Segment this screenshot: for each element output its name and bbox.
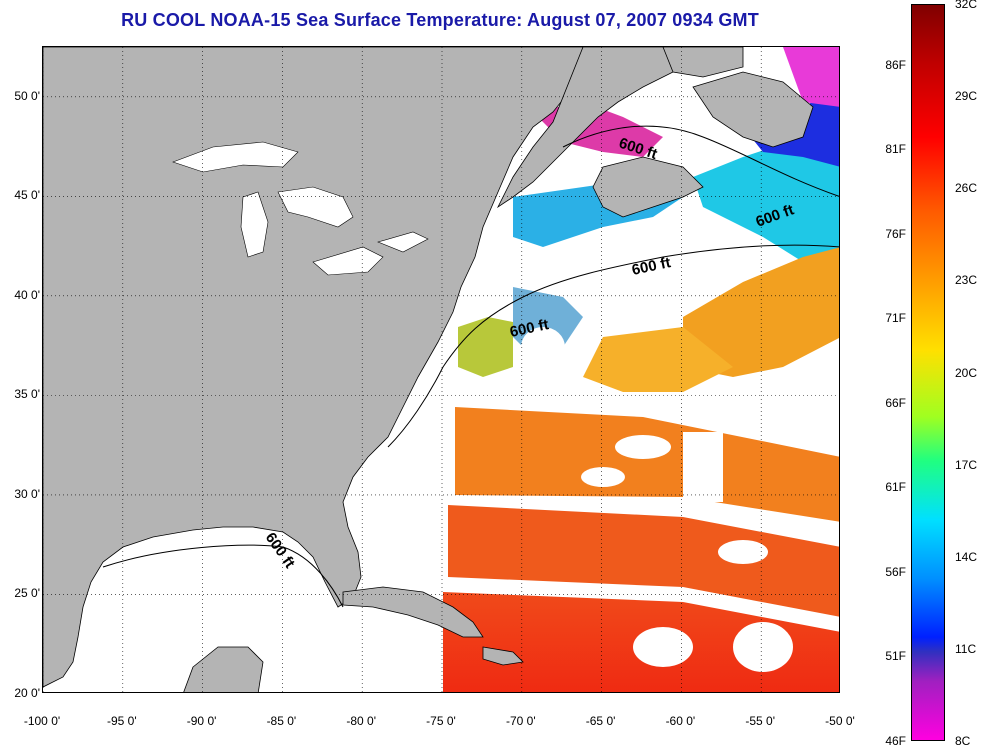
longitude-tick-label: -100 0' bbox=[23, 714, 61, 728]
latitude-tick-label: 35 0' bbox=[14, 387, 40, 402]
fahrenheit-tick-label: 56F bbox=[885, 564, 906, 579]
longitude-tick-label: -95 0' bbox=[106, 714, 137, 728]
celsius-tick-label: 29C bbox=[955, 89, 978, 104]
longitude-tick-label: -50 0' bbox=[825, 714, 855, 728]
longitude-tick-label: -55 0' bbox=[745, 714, 776, 728]
longitude-tick-label: -85 0' bbox=[266, 714, 297, 728]
celsius-tick-label: 26C bbox=[955, 181, 978, 196]
latitude-tick-label: 20 0' bbox=[14, 686, 40, 700]
celsius-tick-label: 17C bbox=[955, 457, 978, 472]
latitude-tick-label: 40 0' bbox=[14, 287, 40, 302]
depth-contour bbox=[102, 125, 839, 608]
longitude-tick-label: -90 0' bbox=[186, 714, 217, 728]
fahrenheit-tick-label: 71F bbox=[885, 311, 906, 326]
celsius-tick-label: 23C bbox=[955, 273, 978, 288]
celsius-tick-label: 8C bbox=[955, 734, 971, 748]
fahrenheit-tick-label: 86F bbox=[885, 57, 906, 72]
great-lakes bbox=[172, 141, 429, 276]
fahrenheit-tick-label: 66F bbox=[885, 395, 906, 410]
map-svg: 600 ft 600 ft 600 ft 600 ft 600 ft bbox=[43, 47, 839, 692]
longitude-tick-label: -60 0' bbox=[665, 714, 696, 728]
fahrenheit-tick-label: 81F bbox=[885, 142, 906, 157]
latitude-tick-label: 25 0' bbox=[14, 586, 40, 601]
temperature-colorbar bbox=[911, 4, 945, 741]
longitude-tick-label: -65 0' bbox=[585, 714, 616, 728]
land-mass bbox=[43, 47, 814, 692]
fahrenheit-tick-label: 46F bbox=[885, 734, 906, 748]
celsius-tick-label: 20C bbox=[955, 365, 978, 380]
latitude-tick-label: 30 0' bbox=[14, 486, 40, 501]
longitude-tick-label: -70 0' bbox=[505, 714, 536, 728]
latitude-tick-label: 50 0' bbox=[14, 88, 40, 103]
lat-lon-grid bbox=[43, 47, 839, 692]
fahrenheit-tick-label: 76F bbox=[885, 226, 906, 241]
fahrenheit-tick-label: 51F bbox=[885, 649, 906, 664]
sst-swaths bbox=[443, 47, 839, 692]
sst-map[interactable]: 600 ft 600 ft 600 ft 600 ft 600 ft bbox=[42, 46, 840, 693]
celsius-tick-label: 32C bbox=[955, 0, 978, 11]
celsius-tick-label: 14C bbox=[955, 549, 978, 564]
fahrenheit-tick-label: 61F bbox=[885, 480, 906, 495]
longitude-tick-label: -80 0' bbox=[346, 714, 377, 728]
chart-title: RU COOL NOAA-15 Sea Surface Temperature:… bbox=[121, 10, 759, 30]
latitude-tick-label: 45 0' bbox=[14, 188, 40, 203]
longitude-tick-label: -75 0' bbox=[426, 714, 456, 728]
celsius-tick-label: 11C bbox=[955, 641, 977, 656]
